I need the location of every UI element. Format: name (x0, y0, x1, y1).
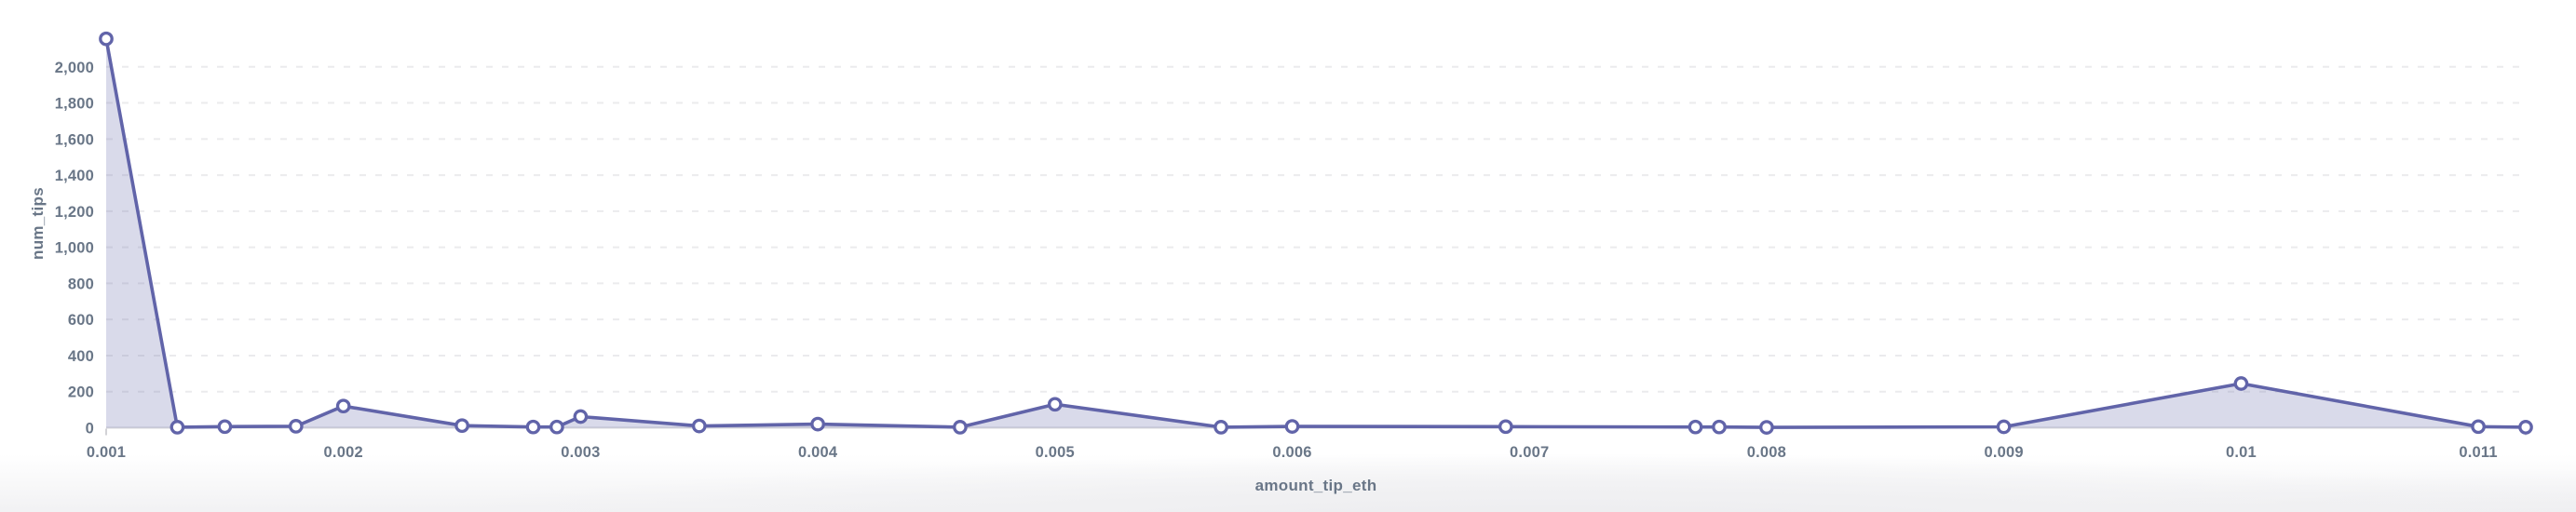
x-tick-label: 0.007 (1510, 444, 1549, 461)
data-point-marker[interactable] (2233, 376, 2249, 391)
y-tick-label: 800 (68, 276, 94, 292)
y-tick-label: 0 (86, 421, 94, 438)
data-point-marker[interactable] (454, 418, 469, 434)
data-point-marker[interactable] (2518, 420, 2533, 435)
line-series (104, 36, 2528, 429)
x-tick-label: 0.01 (2226, 444, 2257, 461)
data-point-marker[interactable] (573, 409, 589, 424)
y-tick-label: 1,200 (55, 204, 94, 221)
page-background-gradient (0, 454, 2576, 512)
data-point-marker[interactable] (1996, 419, 2012, 435)
area-fill (106, 38, 2526, 428)
data-point-marker[interactable] (953, 420, 968, 435)
data-point-marker[interactable] (1712, 419, 1727, 435)
data-point-marker[interactable] (1759, 420, 1774, 435)
data-point-marker[interactable] (810, 416, 825, 432)
x-tick-label: 0.002 (324, 444, 363, 461)
data-point-marker[interactable] (1284, 419, 1300, 434)
data-point-marker[interactable] (1688, 419, 1703, 435)
data-point-marker[interactable] (691, 418, 707, 434)
data-point-marker[interactable] (217, 419, 233, 435)
x-tick-label: 0.011 (2459, 444, 2497, 461)
data-point-marker[interactable] (288, 419, 304, 434)
y-tick-label: 200 (68, 384, 94, 401)
y-tick-label: 1,800 (55, 96, 94, 113)
y-tick-label: 1,000 (55, 240, 94, 257)
x-tick-label: 0.001 (87, 444, 126, 461)
data-point-marker[interactable] (525, 419, 541, 435)
y-tick-label: 400 (68, 348, 94, 365)
x-tick-label: 0.009 (1984, 444, 2023, 461)
data-point-marker[interactable] (1498, 419, 1513, 435)
data-point-marker[interactable] (169, 420, 185, 435)
y-tick-label: 2,000 (55, 60, 94, 76)
x-tick-label: 0.006 (1272, 444, 1311, 461)
data-point-marker[interactable] (1047, 397, 1063, 412)
x-axis-title: amount_tip_eth (1254, 477, 1377, 494)
x-tick-label: 0.008 (1747, 444, 1786, 461)
data-point-marker[interactable] (2471, 419, 2486, 435)
data-point-marker[interactable] (1213, 420, 1228, 435)
y-axis-title: num_tips (28, 187, 47, 260)
data-point-marker[interactable] (99, 31, 114, 47)
data-point-marker[interactable] (549, 419, 564, 435)
y-tick-label: 600 (68, 312, 94, 329)
x-tick-label: 0.003 (561, 444, 600, 461)
x-tick-label: 0.004 (798, 444, 838, 461)
data-point-marker[interactable] (335, 398, 351, 414)
x-tick-label: 0.005 (1036, 444, 1075, 461)
y-tick-label: 1,600 (55, 131, 94, 148)
y-tick-label: 1,400 (55, 168, 94, 184)
